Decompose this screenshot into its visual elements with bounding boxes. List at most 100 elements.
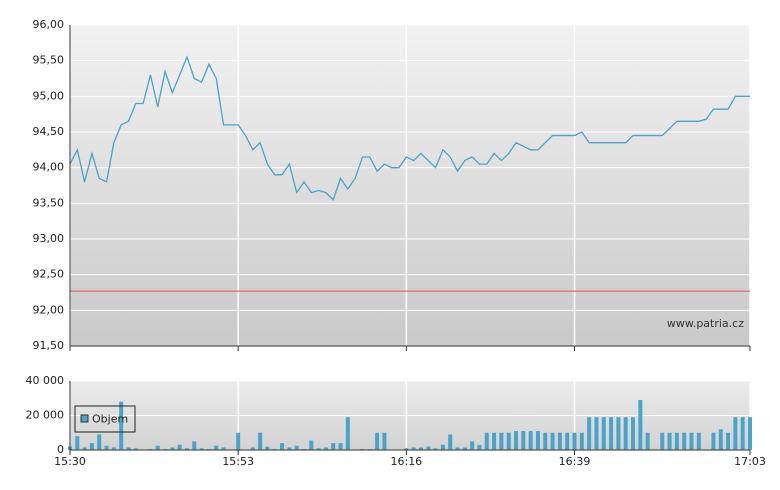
volume-bar bbox=[155, 445, 160, 450]
volume-bar bbox=[579, 432, 584, 450]
price-line bbox=[69, 55, 750, 201]
volume-bar bbox=[133, 448, 138, 450]
volume-bar bbox=[440, 444, 445, 450]
volume-bar bbox=[521, 431, 526, 450]
legend-box bbox=[74, 405, 136, 433]
y-tick-label: 94,00 bbox=[33, 161, 65, 174]
volume-bar bbox=[543, 432, 548, 450]
volume-bar bbox=[309, 440, 314, 450]
volume-bar bbox=[280, 443, 285, 450]
volume-bar bbox=[565, 432, 570, 450]
volume-bar bbox=[184, 448, 189, 450]
volume-bar bbox=[177, 444, 182, 450]
volume-bar bbox=[514, 431, 519, 450]
volume-bar bbox=[689, 432, 694, 450]
volume-bar bbox=[748, 417, 752, 450]
volume-bar bbox=[97, 434, 102, 450]
volume-bar bbox=[426, 446, 431, 450]
volume-bar bbox=[631, 417, 636, 450]
volume-bar bbox=[323, 447, 328, 450]
volume-bar bbox=[733, 417, 738, 450]
volume-bar bbox=[484, 432, 489, 450]
volume-bar bbox=[594, 417, 599, 450]
volume-bar bbox=[550, 432, 555, 450]
volume-bar bbox=[411, 447, 416, 450]
volume-bar bbox=[89, 443, 94, 450]
volume-bar bbox=[587, 417, 592, 450]
volume-bar bbox=[616, 417, 621, 450]
volume-bar bbox=[499, 432, 504, 450]
volume-bar bbox=[711, 432, 716, 450]
volume-bar bbox=[645, 432, 650, 450]
volume-bar bbox=[448, 434, 453, 450]
volume-bar bbox=[338, 443, 343, 450]
watermark: www.patria.cz bbox=[667, 317, 744, 330]
plot-area bbox=[70, 25, 750, 346]
volume-bar bbox=[221, 447, 226, 450]
volume-bar bbox=[528, 431, 533, 450]
volume-bar bbox=[557, 432, 562, 450]
volume-bar bbox=[660, 432, 665, 450]
volume-bar bbox=[375, 432, 380, 450]
volume-bar bbox=[609, 417, 614, 450]
volume-bar bbox=[477, 444, 482, 450]
volume-bar bbox=[433, 448, 438, 450]
x-tick-label: 16:16 bbox=[390, 455, 422, 468]
y-tick-label: 92,50 bbox=[33, 268, 65, 281]
volume-bar bbox=[696, 432, 701, 450]
volume-bar bbox=[535, 431, 540, 450]
volume-bar bbox=[455, 447, 460, 450]
volume-bar bbox=[572, 432, 577, 450]
volume-bar bbox=[287, 447, 292, 450]
volume-bar bbox=[667, 432, 672, 450]
y-tick-label: 40 000 bbox=[26, 374, 65, 387]
volume-bar bbox=[682, 432, 687, 450]
volume-bar bbox=[638, 399, 643, 450]
volume-bar bbox=[192, 441, 197, 450]
volume-bar bbox=[674, 432, 679, 450]
legend-label: Objem bbox=[92, 413, 128, 426]
y-tick-label: 93,50 bbox=[33, 196, 65, 209]
y-tick-label: 95,50 bbox=[33, 54, 65, 67]
x-tick-label: 16:39 bbox=[559, 455, 591, 468]
volume-bar bbox=[119, 401, 124, 450]
y-tick-label: 94,50 bbox=[33, 125, 65, 138]
volume-bar bbox=[258, 432, 263, 450]
x-tick-label: 15:53 bbox=[222, 455, 254, 468]
volume-bar bbox=[316, 448, 321, 450]
legend: Objem bbox=[74, 405, 136, 433]
y-tick-label: 96,00 bbox=[33, 18, 65, 31]
volume-bar bbox=[345, 417, 350, 450]
volume-bar bbox=[199, 448, 204, 450]
volume-bar bbox=[726, 432, 731, 450]
x-tick-label: 15:30 bbox=[54, 455, 86, 468]
y-tick-label: 20 000 bbox=[26, 409, 65, 422]
y-tick-label: 95,00 bbox=[33, 89, 65, 102]
y-tick-label: 92,00 bbox=[33, 303, 65, 316]
volume-bar bbox=[75, 436, 80, 450]
y-tick-label: 91,50 bbox=[33, 339, 65, 352]
volume-bar bbox=[470, 441, 475, 450]
volume-bar bbox=[104, 445, 109, 450]
volume-bar bbox=[236, 432, 241, 450]
y-tick-label: 0 bbox=[57, 443, 64, 456]
volume-bar bbox=[265, 446, 270, 450]
volume-bar bbox=[250, 447, 255, 450]
volume-bar bbox=[111, 447, 116, 450]
volume-bar bbox=[382, 432, 387, 450]
volume-bar bbox=[214, 445, 219, 450]
volume-bar bbox=[492, 432, 497, 450]
volume-bar bbox=[170, 447, 175, 450]
volume-bar bbox=[294, 445, 299, 450]
volume-bar bbox=[126, 447, 131, 450]
volume-bar bbox=[601, 417, 606, 450]
volume-bar bbox=[418, 447, 423, 450]
volume-bar bbox=[404, 448, 409, 450]
volume-bar bbox=[82, 447, 87, 450]
y-tick-label: 93,00 bbox=[33, 232, 65, 245]
volume-bar bbox=[331, 443, 336, 450]
volume-bar bbox=[506, 432, 511, 450]
volume-bar bbox=[462, 447, 467, 450]
legend-swatch bbox=[80, 414, 89, 423]
